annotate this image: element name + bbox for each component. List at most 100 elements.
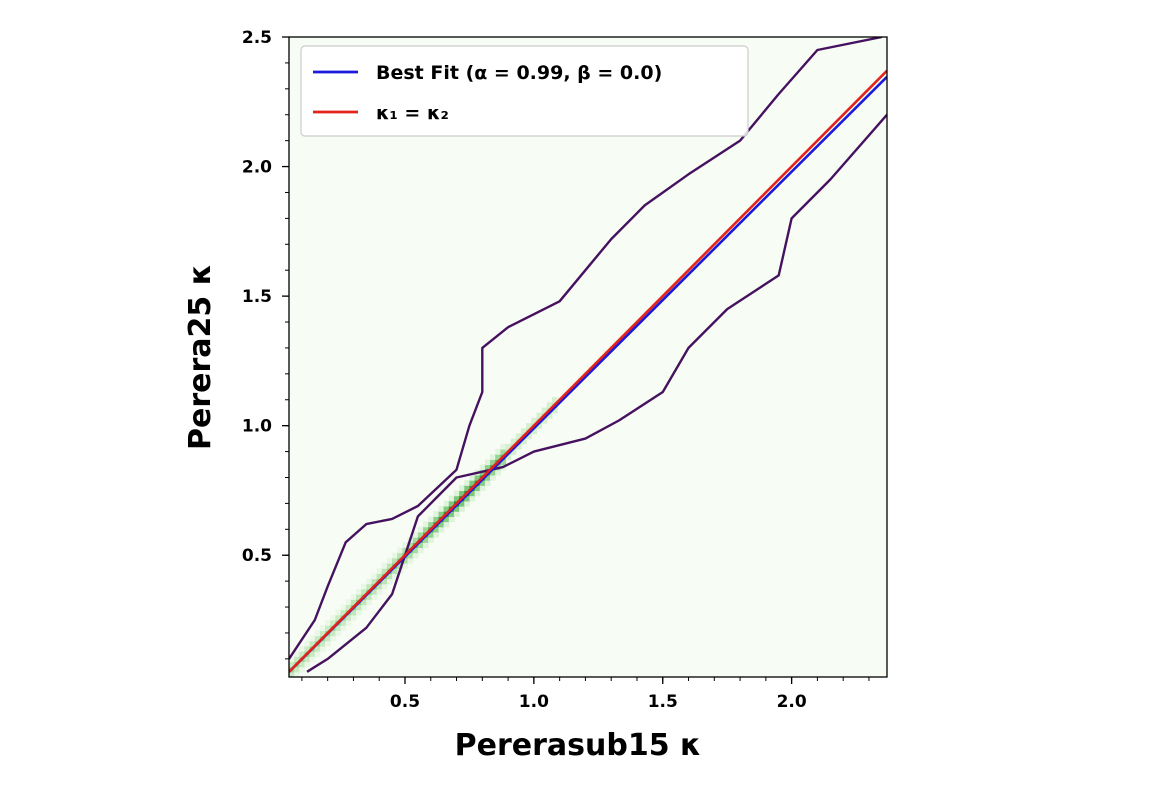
x-tick-label: 2.0 xyxy=(777,692,807,712)
density-cell xyxy=(490,454,496,460)
density-cell xyxy=(484,459,491,466)
density-cell xyxy=(361,583,367,590)
density-cell xyxy=(345,620,352,626)
density-cell xyxy=(397,552,404,559)
density-cell xyxy=(423,521,429,528)
fit-lines xyxy=(289,69,887,673)
density-cell xyxy=(335,630,342,637)
density-cell xyxy=(443,516,450,523)
density-cell xyxy=(546,412,553,419)
density-cell xyxy=(350,594,357,600)
density-cell xyxy=(505,454,512,460)
density-cell xyxy=(433,526,440,533)
density-cell xyxy=(356,594,362,600)
density-cell xyxy=(371,573,378,580)
series-line-1 xyxy=(289,69,887,673)
density-cell xyxy=(474,485,481,492)
density-cell xyxy=(402,542,409,549)
density-cell xyxy=(314,651,321,657)
density-cell xyxy=(526,423,532,429)
density-cell xyxy=(459,505,465,512)
density-cell xyxy=(531,428,538,435)
density-cell xyxy=(407,552,414,559)
density-cell xyxy=(500,443,507,450)
density-cell xyxy=(392,557,398,564)
density-cell xyxy=(289,656,295,663)
density-cell xyxy=(309,635,316,642)
density-cell xyxy=(464,495,471,502)
density-cell xyxy=(376,568,383,574)
density-cell xyxy=(479,480,486,486)
density-cell xyxy=(325,625,331,631)
density-cell xyxy=(309,640,316,647)
density-cell xyxy=(407,557,414,564)
density-cell xyxy=(417,542,424,549)
density-cell xyxy=(433,531,440,538)
density-cell xyxy=(484,480,491,486)
density-cell xyxy=(335,609,342,616)
density-cell xyxy=(371,578,378,585)
density-cell xyxy=(423,526,429,533)
density-cell xyxy=(417,547,424,554)
y-axis: 0.5 1.0 1.5 2.0 2.5 xyxy=(242,28,289,660)
density-cell xyxy=(376,583,383,590)
x-axis: 0.5 1.0 1.5 2.0 xyxy=(301,677,870,712)
density-cell xyxy=(448,500,455,507)
density-cell xyxy=(366,578,373,585)
legend-label-1: κ₁ = κ₂ xyxy=(376,102,449,124)
density-cell xyxy=(330,614,336,621)
density-cell xyxy=(433,511,440,517)
density-cell xyxy=(325,620,331,626)
density-cell xyxy=(412,531,419,538)
density-cell xyxy=(495,469,501,476)
density-cell xyxy=(464,500,471,507)
density-cell xyxy=(536,423,543,429)
density-cell xyxy=(459,485,465,492)
density-cell xyxy=(526,433,532,440)
density-cell xyxy=(469,490,476,497)
legend-box xyxy=(300,45,749,137)
density-cell xyxy=(345,599,352,606)
density-cell xyxy=(520,428,527,435)
density-cell xyxy=(402,547,409,554)
density-cell xyxy=(319,630,326,637)
density-cell xyxy=(381,578,388,585)
density-cell xyxy=(340,609,347,616)
density-cell xyxy=(356,604,362,611)
density-cell xyxy=(386,557,393,564)
density-cell xyxy=(490,459,496,466)
density-cell xyxy=(428,531,434,538)
density-cell xyxy=(330,620,336,626)
density-cell xyxy=(304,661,311,668)
density-cell xyxy=(546,402,553,409)
density-contour xyxy=(289,37,887,673)
plot-frame xyxy=(288,36,888,678)
density-cell xyxy=(438,511,445,517)
density-cell xyxy=(412,537,419,543)
density-cell xyxy=(448,516,455,523)
density-cell xyxy=(299,661,306,668)
density-cell xyxy=(428,516,434,523)
density-cell xyxy=(289,671,295,677)
density-cell xyxy=(299,645,306,652)
density-cell xyxy=(438,526,445,533)
density-cell xyxy=(490,474,496,481)
density-cell xyxy=(361,604,367,611)
density-cell xyxy=(289,661,295,668)
density-cell xyxy=(371,588,378,595)
density-cell xyxy=(350,609,357,616)
density-cell xyxy=(469,474,476,481)
density-cell xyxy=(428,521,434,528)
legend: Best Fit (α = 0.99, β = 0.0) κ₁ = κ₂ xyxy=(300,45,749,137)
density-cell xyxy=(314,630,321,637)
density-cell xyxy=(402,557,409,564)
density-cell xyxy=(459,490,465,497)
density-cell xyxy=(314,635,321,642)
density-cell xyxy=(500,448,507,455)
density-cell xyxy=(299,651,306,657)
density-cell xyxy=(319,625,326,631)
density-cell xyxy=(407,542,414,549)
density-cell xyxy=(443,505,450,512)
density-cell xyxy=(345,614,352,621)
density-cell xyxy=(443,500,450,507)
